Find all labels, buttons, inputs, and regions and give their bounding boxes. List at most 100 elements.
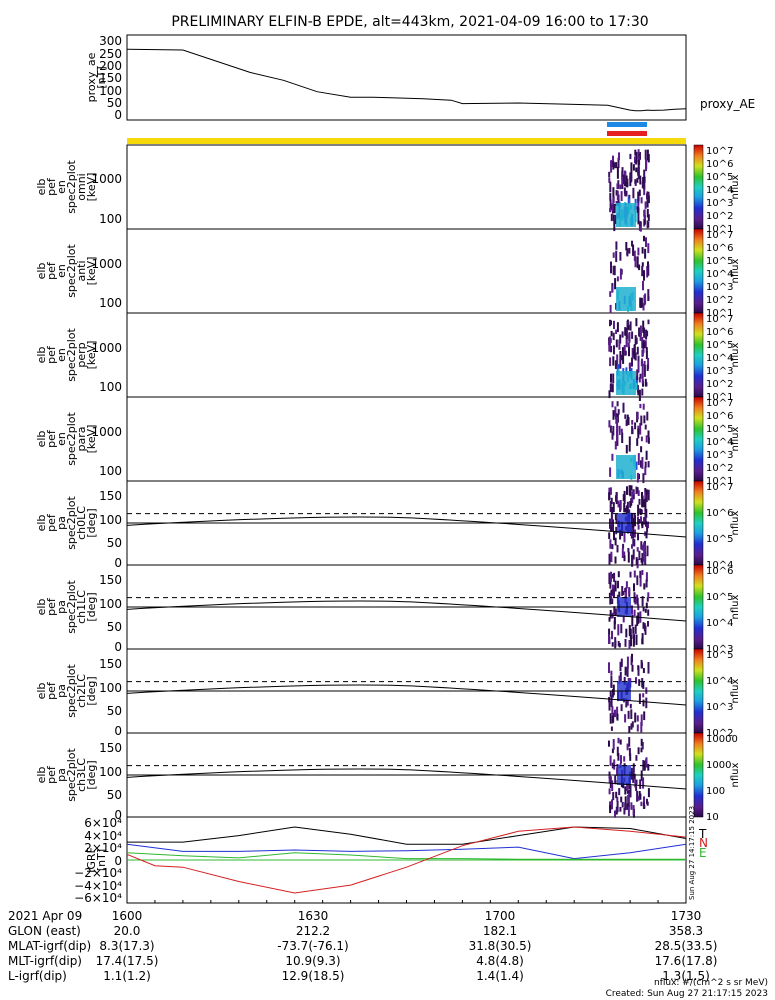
colorbar-label: nflux [730, 342, 741, 367]
ae-tick: 150 [99, 71, 122, 85]
spectrogram-cell [636, 385, 639, 393]
spectrogram-cell [623, 807, 626, 815]
ae-tick: 100 [99, 84, 122, 98]
spectrogram-cell [635, 634, 638, 645]
spectrogram-cell [647, 296, 650, 301]
footer-cell: 31.8(30.5) [469, 939, 532, 953]
spectrogram-cell [621, 331, 624, 338]
spectrogram-cell [620, 354, 623, 361]
y-axis-label: [keV] [85, 341, 98, 370]
para-frame [126, 396, 687, 482]
spectrogram-cell [608, 177, 611, 183]
ch1-tick: 0 [114, 640, 122, 654]
spectrogram-cell [643, 583, 646, 590]
spectrogram-cell [612, 252, 615, 258]
y-axis-label: [deg] [85, 676, 98, 705]
spectrogram-cell [616, 706, 619, 716]
ae-tick: 250 [99, 47, 122, 61]
spectrogram-cell [638, 693, 641, 704]
igrf-tick: 2×10⁴ [84, 841, 122, 855]
colorbar-tick: 100 [706, 786, 725, 797]
colorbar-tick: 10^6 [706, 243, 733, 254]
spectrogram-cell [618, 591, 621, 597]
spectrogram-cell [609, 539, 612, 549]
spectrogram-cell [624, 171, 627, 182]
spectrogram-cell [631, 357, 633, 367]
colorbar-tick: 10^2 [706, 728, 733, 739]
spectrogram-cell [641, 457, 644, 469]
spectrogram-cell [639, 373, 642, 379]
ch2-tick: 150 [99, 657, 122, 671]
spectrogram-cell [639, 779, 642, 789]
spectrogram-cell [620, 624, 623, 634]
spectrogram-cell [610, 512, 613, 521]
spectrogram-cell [613, 265, 616, 276]
spectrogram-cell [631, 721, 634, 728]
y-axis-label: elb [35, 263, 48, 280]
spectrogram-cell [630, 533, 633, 539]
spectrogram-cell [619, 672, 622, 682]
footer-cell: 8.3(17.3) [99, 939, 154, 953]
spectrogram-cell [630, 767, 633, 780]
spectrogram-cell [637, 666, 640, 676]
spectrogram-cell [647, 243, 650, 254]
colorbar-label: nflux [730, 678, 741, 703]
spectrogram-cell [610, 551, 613, 563]
x-tick-marks [126, 897, 687, 903]
spectrogram-cell [646, 798, 648, 805]
spectrogram-cell [638, 473, 640, 480]
spectrogram-cell [642, 280, 644, 291]
spectrogram-marks [608, 149, 650, 818]
spectrogram-cell [621, 548, 624, 558]
spectrogram-cell [647, 662, 650, 674]
spectrogram-cell [631, 420, 634, 425]
spectrogram-cell [619, 358, 622, 369]
igrf-tick: 6×10⁴ [84, 816, 122, 830]
footer-cell: 1630 [298, 909, 329, 923]
spectrogram-cell [643, 542, 646, 554]
spectrogram-cell [619, 184, 622, 190]
y-axis-label: spec2plot [65, 664, 78, 718]
ch0-tick: 150 [99, 489, 122, 503]
spectrogram-cell [641, 262, 644, 267]
spectrogram-cell [624, 414, 627, 419]
spectrogram-cell [614, 637, 617, 649]
spectrogram-cell [615, 162, 618, 169]
spectrogram-cell [647, 357, 650, 369]
spectrogram-cell [637, 212, 640, 223]
spectrogram-cell [642, 348, 645, 354]
spectrogram-cell [636, 412, 639, 420]
spectrogram-cell [614, 514, 617, 520]
colorbar-tick: 10^3 [706, 366, 733, 377]
spectrogram-cell [632, 490, 635, 495]
ch3-tick: 150 [99, 741, 122, 755]
spectrogram-cell [631, 425, 634, 435]
igrf-lines [126, 826, 687, 894]
spectrogram-cell [608, 492, 611, 501]
ae-tick: 50 [107, 96, 122, 110]
spectrogram-cell [637, 453, 640, 465]
colorbar-tick: 10^3 [706, 644, 733, 655]
footer-table: 2021 Apr 09 1600 1630 1700 1730 GLON (ea… [8, 909, 717, 983]
colorbar-tick: 10^5 [706, 592, 733, 603]
spectrogram-cell [632, 164, 635, 171]
spectrogram-cell [614, 810, 616, 818]
y-axis-label: ch1LC [75, 590, 88, 624]
y-axis-label: proxy_ae [85, 52, 98, 102]
spectrogram-cell [611, 431, 614, 440]
spectrogram-cell [619, 806, 622, 812]
spectrogram-cell [626, 667, 629, 677]
spectrogram-cell [628, 726, 631, 734]
spectrogram-cell [646, 330, 649, 337]
footer-cell: -73.7(-76.1) [277, 939, 348, 953]
y-axis-label: en [55, 348, 68, 362]
spectrogram-cell [644, 378, 647, 387]
perp-tick: 1000 [91, 341, 122, 355]
spectrogram-cell [644, 625, 647, 635]
spectrogram-cell [640, 659, 643, 669]
spectrogram-cell [621, 801, 624, 808]
y-axis-label: elb [35, 767, 48, 784]
spectrogram-cell [614, 441, 617, 450]
spectrogram-cell [635, 557, 638, 566]
spectrogram-cell [639, 403, 642, 409]
